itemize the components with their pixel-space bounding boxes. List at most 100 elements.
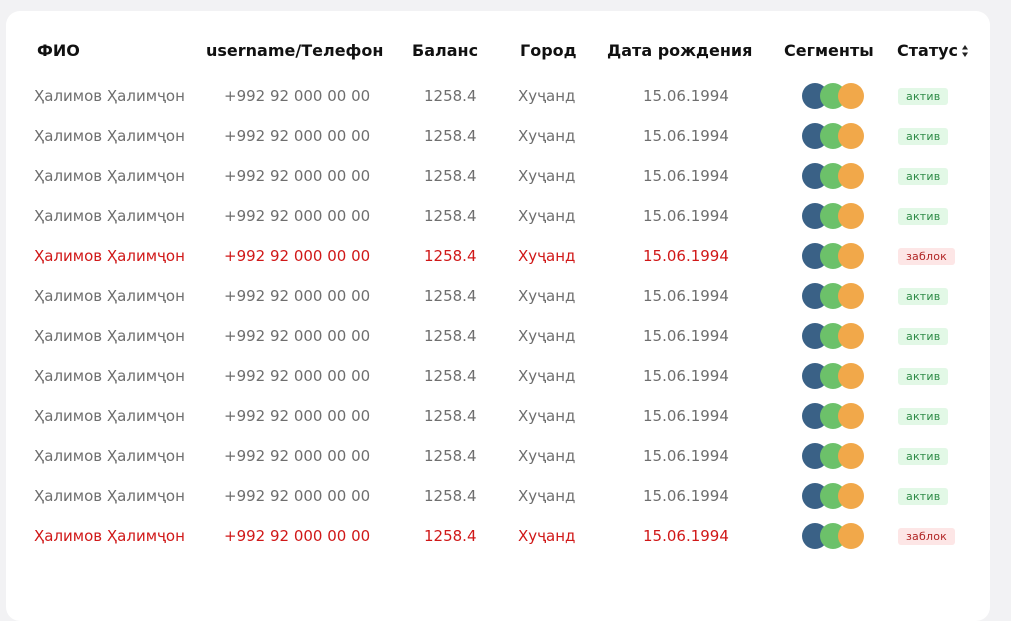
cell-balance: 1258.4 bbox=[424, 447, 477, 465]
cell-phone: +992 92 000 00 00 bbox=[224, 407, 371, 425]
cell-name: Ҳалимов Ҳалимҷон bbox=[34, 327, 185, 345]
segment-dots bbox=[802, 163, 872, 191]
cell-phone: +992 92 000 00 00 bbox=[224, 247, 371, 265]
segment-dot bbox=[838, 123, 864, 149]
cell-city: Хуҷанд bbox=[518, 447, 576, 465]
cell-balance: 1258.4 bbox=[424, 287, 477, 305]
cell-phone: +992 92 000 00 00 bbox=[224, 367, 371, 385]
cell-city: Хуҷанд bbox=[518, 127, 576, 145]
table-row[interactable]: Ҳалимов Ҳалимҷон +992 92 000 00 00 1258.4 Х… bbox=[6, 196, 990, 236]
cell-birthdate: 15.06.1994 bbox=[643, 287, 729, 305]
cell-birthdate: 15.06.1994 bbox=[643, 487, 729, 505]
cell-name: Ҳалимов Ҳалимҷон bbox=[34, 247, 185, 265]
cell-name: Ҳалимов Ҳалимҷон bbox=[34, 447, 185, 465]
cell-city: Хуҷанд bbox=[518, 407, 576, 425]
cell-birthdate: 15.06.1994 bbox=[643, 127, 729, 145]
cell-birthdate: 15.06.1994 bbox=[643, 87, 729, 105]
status-badge: актив bbox=[898, 488, 949, 505]
column-header-status[interactable]: Статус bbox=[897, 31, 969, 71]
table-header-row: ФИО username/Телефон Баланс Город Дата р… bbox=[6, 31, 990, 71]
cell-birthdate: 15.06.1994 bbox=[643, 167, 729, 185]
segment-dot bbox=[838, 203, 864, 229]
segment-dot bbox=[838, 483, 864, 509]
cell-phone: +992 92 000 00 00 bbox=[224, 127, 371, 145]
cell-balance: 1258.4 bbox=[424, 527, 477, 545]
column-header-phone[interactable]: username/Телефон bbox=[206, 41, 384, 60]
status-badge: актив bbox=[898, 408, 949, 425]
table-row[interactable]: Ҳалимов Ҳалимҷон +992 92 000 00 00 1258.4 Х… bbox=[6, 236, 990, 276]
column-header-birthdate[interactable]: Дата рождения bbox=[607, 41, 753, 60]
cell-city: Хуҷанд bbox=[518, 367, 576, 385]
cell-birthdate: 15.06.1994 bbox=[643, 407, 729, 425]
table-row[interactable]: Ҳалимов Ҳалимҷон +992 92 000 00 00 1258.4 Х… bbox=[6, 436, 990, 476]
cell-name: Ҳалимов Ҳалимҷон bbox=[34, 367, 185, 385]
segment-dots bbox=[802, 523, 872, 551]
segment-dots bbox=[802, 483, 872, 511]
column-header-balance[interactable]: Баланс bbox=[412, 41, 479, 60]
segment-dots bbox=[802, 283, 872, 311]
table-row[interactable]: Ҳалимов Ҳалимҷон +992 92 000 00 00 1258.4 Х… bbox=[6, 356, 990, 396]
column-header-status-label: Статус bbox=[897, 41, 958, 60]
clients-table-card: ФИО username/Телефон Баланс Город Дата р… bbox=[6, 11, 990, 621]
table-row[interactable]: Ҳалимов Ҳалимҷон +992 92 000 00 00 1258.4 Х… bbox=[6, 76, 990, 116]
status-badge: актив bbox=[898, 168, 949, 185]
cell-phone: +992 92 000 00 00 bbox=[224, 287, 371, 305]
cell-birthdate: 15.06.1994 bbox=[643, 367, 729, 385]
cell-balance: 1258.4 bbox=[424, 207, 477, 225]
cell-balance: 1258.4 bbox=[424, 367, 477, 385]
status-badge: актив bbox=[898, 208, 949, 225]
table-row[interactable]: Ҳалимов Ҳалимҷон +992 92 000 00 00 1258.4 Х… bbox=[6, 276, 990, 316]
cell-name: Ҳалимов Ҳалимҷон bbox=[34, 207, 185, 225]
cell-city: Хуҷанд bbox=[518, 527, 576, 545]
segment-dots bbox=[802, 403, 872, 431]
table-row[interactable]: Ҳалимов Ҳалимҷон +992 92 000 00 00 1258.4 Х… bbox=[6, 316, 990, 356]
cell-balance: 1258.4 bbox=[424, 327, 477, 345]
column-header-segments[interactable]: Сегменты bbox=[784, 41, 874, 60]
cell-balance: 1258.4 bbox=[424, 407, 477, 425]
segment-dots bbox=[802, 203, 872, 231]
status-badge: актив bbox=[898, 368, 949, 385]
cell-name: Ҳалимов Ҳалимҷон bbox=[34, 527, 185, 545]
cell-balance: 1258.4 bbox=[424, 247, 477, 265]
segment-dot bbox=[838, 163, 864, 189]
segment-dot bbox=[838, 363, 864, 389]
sort-icon[interactable] bbox=[961, 44, 969, 58]
segment-dots bbox=[802, 323, 872, 351]
column-header-name[interactable]: ФИО bbox=[37, 41, 80, 60]
segment-dot bbox=[838, 443, 864, 469]
table-row[interactable]: Ҳалимов Ҳалимҷон +992 92 000 00 00 1258.4 Х… bbox=[6, 476, 990, 516]
segment-dots bbox=[802, 123, 872, 151]
segment-dot bbox=[838, 403, 864, 429]
cell-balance: 1258.4 bbox=[424, 87, 477, 105]
cell-phone: +992 92 000 00 00 bbox=[224, 527, 371, 545]
cell-birthdate: 15.06.1994 bbox=[643, 247, 729, 265]
cell-name: Ҳалимов Ҳалимҷон bbox=[34, 287, 185, 305]
cell-city: Хуҷанд bbox=[518, 487, 576, 505]
table-row[interactable]: Ҳалимов Ҳалимҷон +992 92 000 00 00 1258.4 Х… bbox=[6, 516, 990, 556]
status-badge: заблок bbox=[898, 248, 955, 265]
status-badge: актив bbox=[898, 88, 949, 105]
cell-city: Хуҷанд bbox=[518, 287, 576, 305]
table-row[interactable]: Ҳалимов Ҳалимҷон +992 92 000 00 00 1258.4 Х… bbox=[6, 156, 990, 196]
segment-dot bbox=[838, 243, 864, 269]
cell-city: Хуҷанд bbox=[518, 167, 576, 185]
cell-balance: 1258.4 bbox=[424, 487, 477, 505]
cell-balance: 1258.4 bbox=[424, 127, 477, 145]
cell-city: Хуҷанд bbox=[518, 247, 576, 265]
status-badge: актив bbox=[898, 128, 949, 145]
cell-phone: +992 92 000 00 00 bbox=[224, 487, 371, 505]
segment-dots bbox=[802, 243, 872, 271]
table-row[interactable]: Ҳалимов Ҳалимҷон +992 92 000 00 00 1258.4 Х… bbox=[6, 116, 990, 156]
cell-city: Хуҷанд bbox=[518, 327, 576, 345]
cell-phone: +992 92 000 00 00 bbox=[224, 327, 371, 345]
cell-name: Ҳалимов Ҳалимҷон bbox=[34, 407, 185, 425]
status-badge: актив bbox=[898, 328, 949, 345]
cell-birthdate: 15.06.1994 bbox=[643, 527, 729, 545]
segment-dots bbox=[802, 363, 872, 391]
cell-phone: +992 92 000 00 00 bbox=[224, 447, 371, 465]
column-header-city[interactable]: Город bbox=[520, 41, 577, 60]
table-row[interactable]: Ҳалимов Ҳалимҷон +992 92 000 00 00 1258.4 Х… bbox=[6, 396, 990, 436]
cell-name: Ҳалимов Ҳалимҷон bbox=[34, 127, 185, 145]
cell-name: Ҳалимов Ҳалимҷон bbox=[34, 87, 185, 105]
cell-name: Ҳалимов Ҳалимҷон bbox=[34, 487, 185, 505]
